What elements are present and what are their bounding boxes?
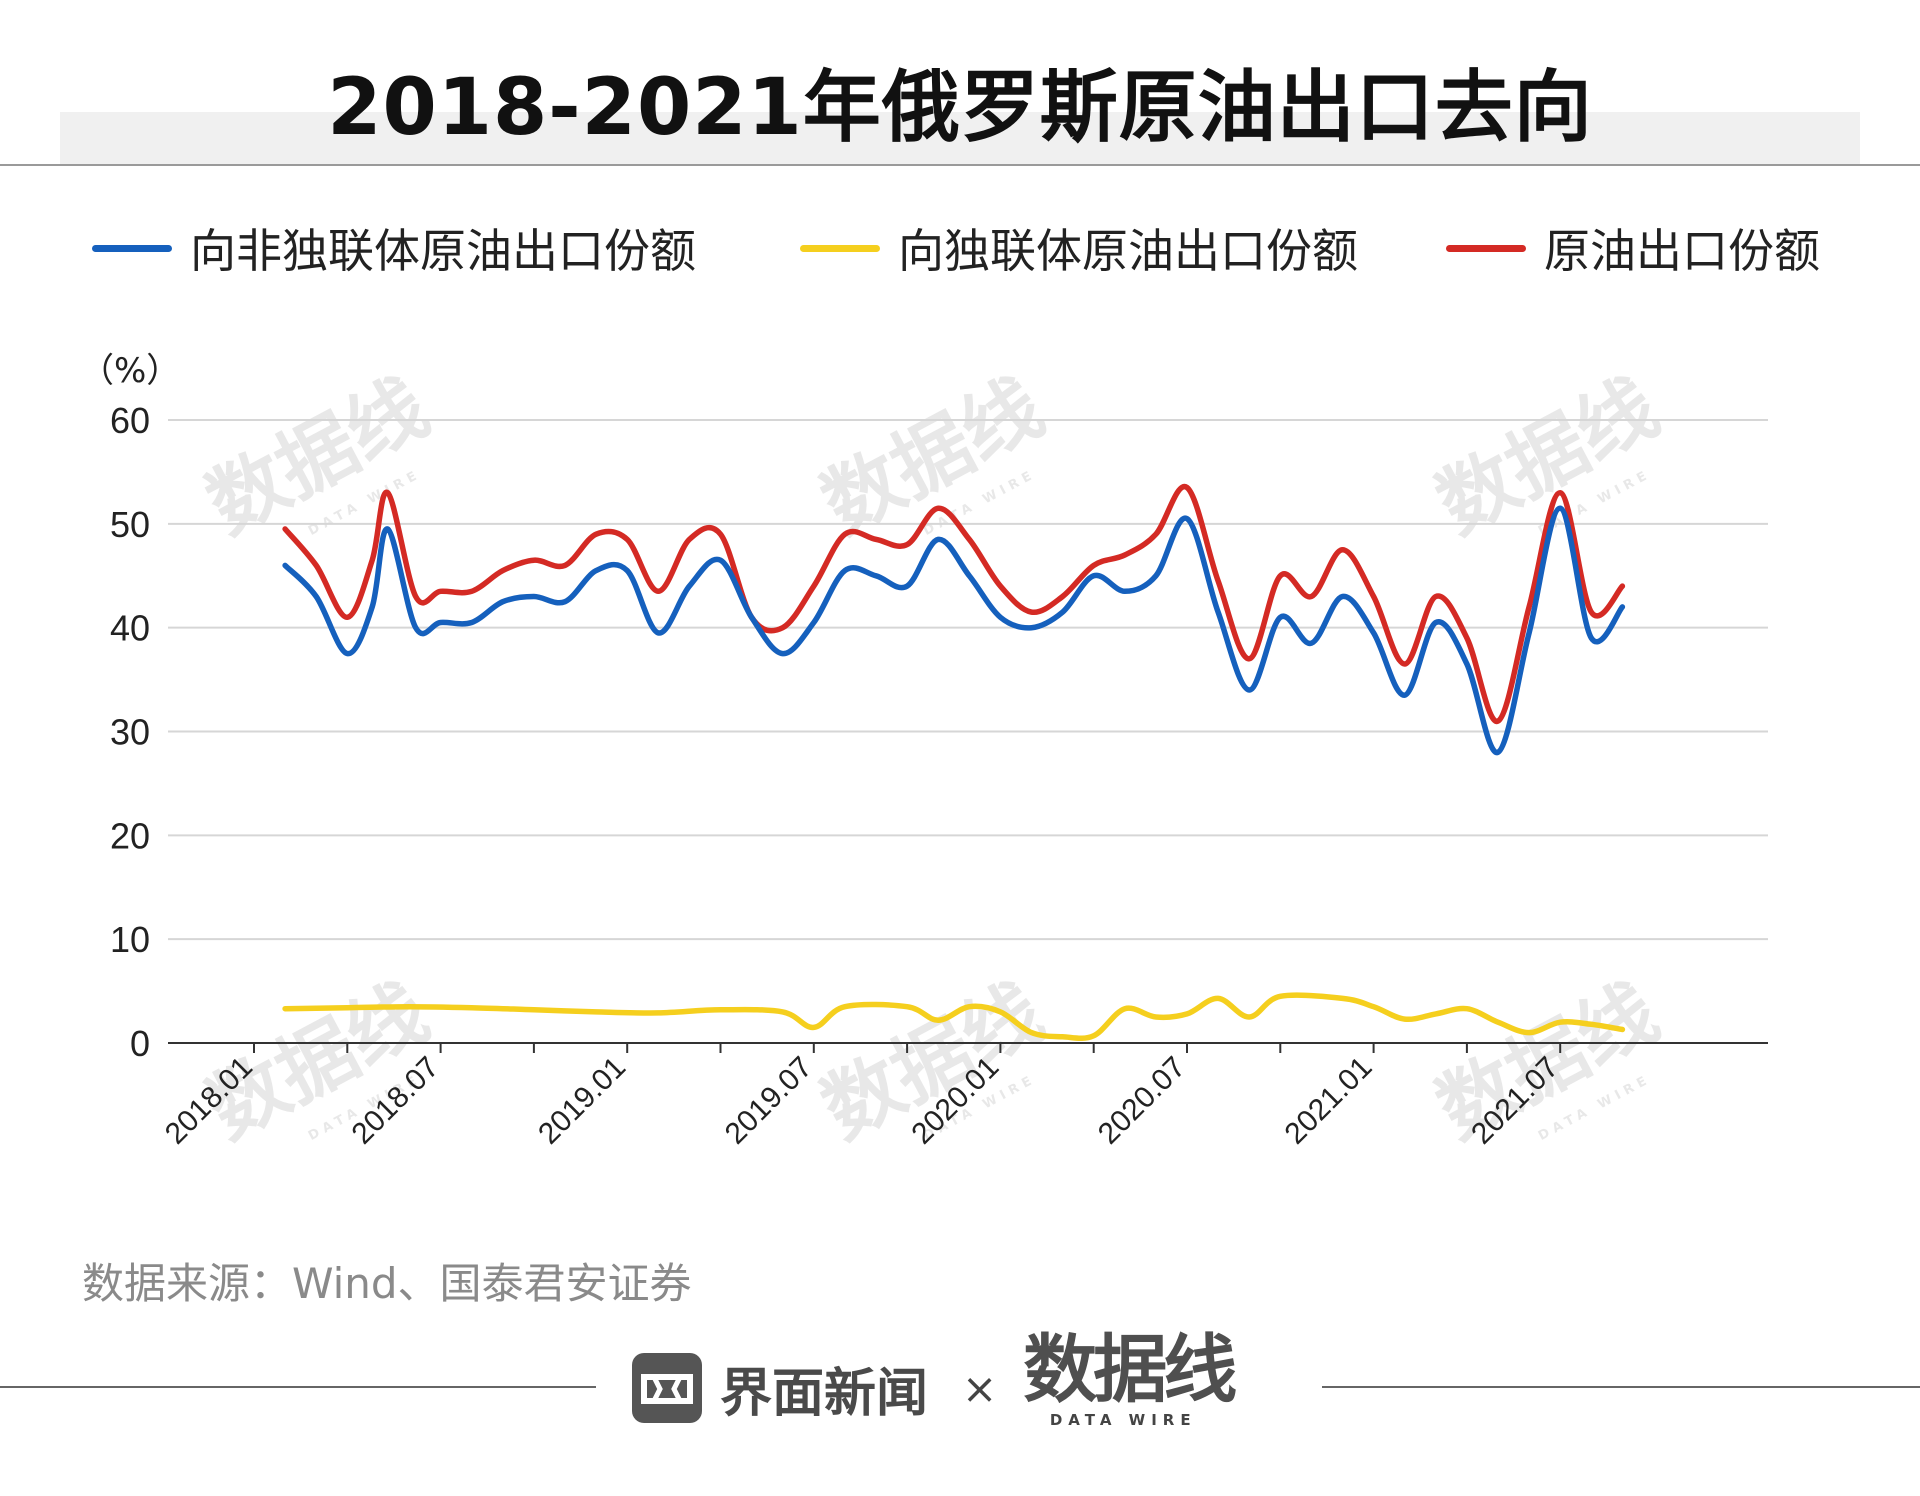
datawire-sub: DATA WIRE (1049, 1411, 1197, 1429)
y-tick-label: 30 (110, 712, 150, 753)
jiemian-logo-icon (632, 1353, 702, 1423)
footer-rule-left (0, 1386, 596, 1388)
legend-item-total: 原油出口份额 (1446, 218, 1820, 278)
y-unit-label: （%） (80, 351, 180, 391)
title-band (60, 112, 1860, 164)
legend-label-total: 原油出口份额 (1544, 224, 1820, 278)
y-tick-label: 50 (110, 504, 150, 545)
series-lines (282, 483, 1626, 1041)
legend-swatch-cis (800, 244, 880, 252)
datawire-logo: 数据线 DATA WIRE (1023, 1327, 1237, 1443)
series-line-total (282, 483, 1626, 724)
y-tick-label: 20 (110, 815, 150, 856)
legend-swatch-non-cis (92, 244, 172, 252)
x-tick-label: 2019.01 (532, 1051, 632, 1151)
x-tick-label: 2020.07 (1092, 1051, 1192, 1151)
legend-swatch-total (1446, 244, 1526, 252)
series-line-cis (282, 992, 1626, 1041)
datawire-mark: 数据线 (1023, 1327, 1237, 1413)
y-tick-label: 0 (130, 1023, 150, 1064)
title-rule (0, 164, 1920, 166)
x-tick-label: 2019.07 (719, 1051, 819, 1151)
legend: 向非独联体原油出口份额 向独联体原油出口份额 原油出口份额 (0, 218, 1920, 278)
brand-name: 界面新闻 (720, 1363, 929, 1424)
y-tick-label: 40 (110, 608, 150, 649)
y-tick-label: 60 (110, 400, 150, 441)
legend-item-cis: 向独联体原油出口份额 (800, 218, 1358, 278)
footer-brand: 界面新闻 × 数据线 DATA WIRE (632, 1333, 1237, 1429)
legend-label-non-cis: 向非独联体原油出口份额 (190, 224, 696, 278)
data-source: 数据来源：Wind、国泰君安证券 (82, 1259, 692, 1308)
footer-rule-right (1322, 1386, 1920, 1388)
legend-item-non-cis: 向非独联体原油出口份额 (92, 218, 696, 278)
series-line-non-cis (282, 505, 1626, 756)
x-tick-label: 2021.01 (1279, 1051, 1379, 1151)
times-sign: × (962, 1363, 998, 1413)
chart-title: 2018-2021年俄罗斯原油出口去向 (327, 63, 1593, 153)
legend-label-cis: 向独联体原油出口份额 (898, 224, 1358, 278)
y-tick-label: 10 (110, 919, 150, 960)
